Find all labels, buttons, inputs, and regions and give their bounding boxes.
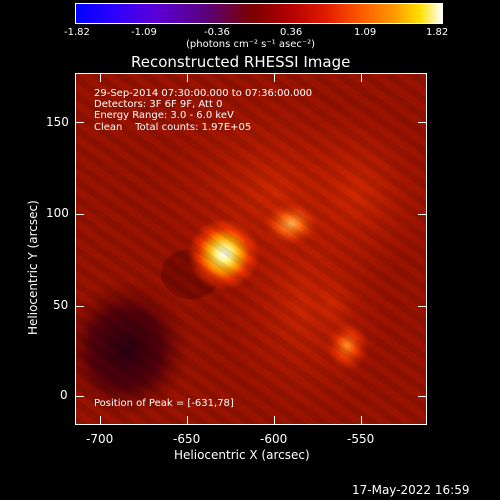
colorbar bbox=[75, 3, 443, 24]
colorbar-tick-label: 1.09 bbox=[354, 27, 377, 38]
rhessi-image-panel: 29-Sep-2014 07:30:00.000 to 07:36:00.000… bbox=[75, 73, 427, 425]
x-tick bbox=[187, 416, 188, 424]
y-tick bbox=[76, 306, 84, 307]
y-tick bbox=[76, 122, 84, 123]
x-tick bbox=[100, 416, 101, 424]
y-tick bbox=[76, 396, 84, 397]
x-tick-label: -550 bbox=[347, 432, 375, 446]
x-tick-label: -700 bbox=[86, 432, 114, 446]
rhessi-image bbox=[76, 74, 426, 424]
colorbar-tick-label: 0.36 bbox=[280, 27, 303, 38]
info-line: Detectors: 3F 6F 9F, Att 0 bbox=[94, 99, 223, 110]
y-tick-label: 100 bbox=[46, 206, 69, 220]
colorbar-tick-label: -1.09 bbox=[131, 27, 157, 38]
x-tick-label: -600 bbox=[260, 432, 288, 446]
y-tick bbox=[418, 306, 426, 307]
colorbar-tick-label: -1.82 bbox=[64, 27, 90, 38]
x-tick bbox=[361, 74, 362, 82]
y-tick-label: 0 bbox=[60, 388, 68, 402]
x-tick-label: -650 bbox=[173, 432, 201, 446]
colorbar-tick-label: 1.82 bbox=[426, 27, 449, 38]
x-tick bbox=[361, 416, 362, 424]
y-tick bbox=[76, 214, 84, 215]
x-tick bbox=[100, 74, 101, 82]
colorbar-units: (photons cm⁻² s⁻¹ asec⁻²) bbox=[186, 39, 316, 50]
footer-timestamp: 17-May-2022 16:59 bbox=[352, 483, 470, 497]
info-line: 29-Sep-2014 07:30:00.000 to 07:36:00.000 bbox=[94, 88, 313, 99]
y-tick bbox=[418, 122, 426, 123]
peak-position-text: Position of Peak = [-631,78] bbox=[94, 398, 234, 409]
x-axis-label: Heliocentric X (arcsec) bbox=[174, 448, 310, 462]
y-tick-label: 50 bbox=[53, 298, 69, 312]
x-tick bbox=[187, 74, 188, 82]
y-tick bbox=[418, 396, 426, 397]
plot-title: Reconstructed RHESSI Image bbox=[131, 53, 351, 71]
y-tick bbox=[418, 214, 426, 215]
info-line: Clean Total counts: 1.97E+05 bbox=[94, 122, 252, 133]
y-tick-label: 150 bbox=[46, 115, 69, 129]
colorbar-tick-label: -0.36 bbox=[204, 27, 230, 38]
x-tick bbox=[274, 416, 275, 424]
x-tick bbox=[274, 74, 275, 82]
y-axis-label: Heliocentric Y (arcsec) bbox=[26, 200, 40, 335]
info-line: Energy Range: 3.0 - 6.0 keV bbox=[94, 110, 234, 121]
